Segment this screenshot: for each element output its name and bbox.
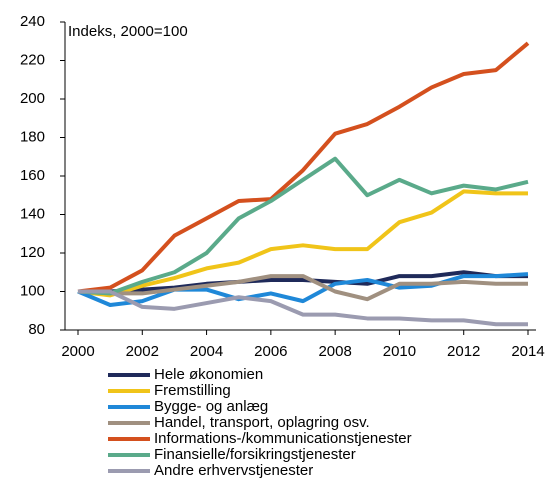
x-tick-label: 2000 [61,343,94,360]
x-tick-label: 2004 [190,343,223,360]
annotation: Indeks, 2000=100 [68,23,188,40]
legend-label: Hele økonomien [154,366,263,383]
x-tick-label: 2002 [126,343,159,360]
y-tick-label: 100 [20,282,45,299]
x-tick-label: 2012 [447,343,480,360]
series-line [77,272,529,307]
series-line [78,270,528,294]
y-tick-label: 180 [20,128,45,145]
y-tick-label: 220 [20,51,45,68]
x-tick-label: 2006 [254,343,287,360]
legend-label: Finansielle/forsikringstjenester [154,446,356,463]
x-tick-label: 2014 [511,343,544,360]
series-line [77,41,530,294]
series-line [78,289,528,327]
y-tick-label: 240 [20,13,45,30]
series-line [77,189,528,298]
series-line [77,274,528,302]
legend-label: Handel, transport, oplagring osv. [154,414,370,431]
legend-label: Informations-/kommunicationstjenester [154,430,412,447]
x-tick-label: 2010 [383,343,416,360]
legend-label: Bygge- og anlæg [154,398,268,415]
legend-label: Andre erhvervstjenester [154,462,313,479]
legend-label: Fremstilling [154,382,231,399]
series-line [77,156,529,296]
y-tick-label: 200 [20,90,45,107]
y-tick-label: 80 [28,321,45,338]
y-tick-label: 160 [20,167,45,184]
x-tick-label: 2008 [318,343,351,360]
y-tick-label: 120 [20,244,45,261]
y-tick-label: 140 [20,205,45,222]
